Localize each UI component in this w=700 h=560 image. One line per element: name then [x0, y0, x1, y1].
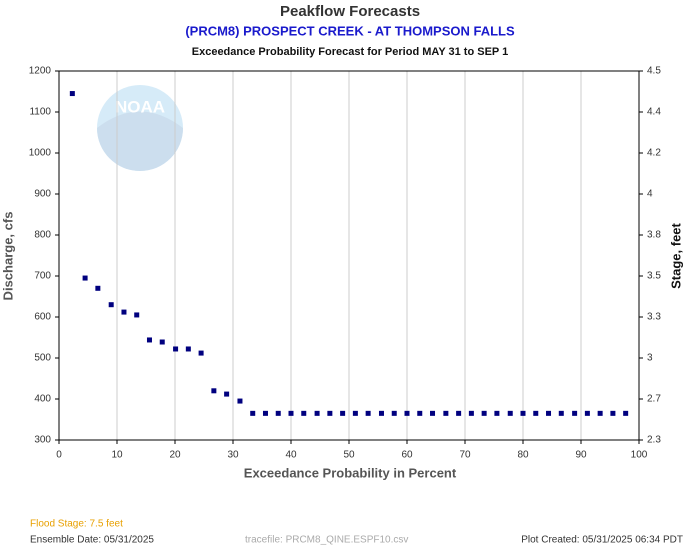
point [417, 410, 423, 416]
point [275, 410, 281, 416]
point [327, 410, 333, 416]
point [468, 410, 474, 416]
y-tick-label: 1200 [29, 66, 52, 77]
point [584, 410, 590, 416]
chart-subtitle: (PRCM8) PROSPECT CREEK - AT THOMPSON FAL… [185, 23, 515, 38]
y2-tick-label: 3.3 [647, 312, 661, 323]
x-tick-label: 10 [111, 450, 123, 461]
point [301, 410, 307, 416]
point [185, 346, 191, 352]
point [546, 410, 552, 416]
period-text: Exceedance Probability Forecast for Peri… [192, 46, 508, 58]
x-tick-label: 0 [56, 450, 62, 461]
y-tick-label: 400 [34, 394, 51, 405]
ensemble-date: Ensemble Date: 05/31/2025 [30, 535, 154, 546]
y2-tick-label: 3 [647, 353, 653, 364]
y-tick-label: 600 [34, 312, 51, 323]
point [365, 410, 371, 416]
point [456, 410, 462, 416]
y-tick-label: 500 [34, 353, 51, 364]
point [69, 91, 75, 97]
tracefile: tracefile: PRCM8_QINE.ESPF10.csv [245, 535, 408, 546]
point [597, 410, 603, 416]
y-tick-label: 800 [34, 230, 51, 241]
y-tick-label: 700 [34, 271, 51, 282]
x-tick-label: 40 [285, 450, 297, 461]
x-tick-label: 50 [343, 450, 355, 461]
y2-tick-label: 2.7 [647, 394, 661, 405]
point [198, 350, 204, 356]
point [288, 410, 294, 416]
logo-text: NOAA [115, 97, 165, 116]
point [378, 410, 384, 416]
x-tick-label: 30 [227, 450, 239, 461]
y-axis-label: Discharge, cfs [0, 212, 15, 301]
point [623, 410, 629, 416]
x-tick-label: 60 [401, 450, 413, 461]
y-tick-label: 900 [34, 189, 51, 200]
point [173, 346, 179, 352]
chart-title: Peakflow Forecasts [280, 3, 420, 20]
x-tick-label: 80 [517, 450, 529, 461]
point [314, 410, 320, 416]
y-tick-label: 1100 [29, 107, 51, 118]
y2-axis-label: Stage, feet [668, 222, 683, 288]
point [430, 410, 436, 416]
y2-tick-label: 3.5 [647, 271, 661, 282]
logo-circle [97, 85, 183, 171]
point [146, 337, 152, 343]
x-tick-label: 90 [575, 450, 587, 461]
point [211, 388, 217, 394]
point [159, 339, 165, 345]
point [340, 410, 346, 416]
plot-frame [58, 70, 640, 441]
plot-created: Plot Created: 05/31/2025 06:34 PDT [521, 535, 683, 546]
point [108, 302, 114, 308]
x-tick-label: 70 [459, 450, 471, 461]
point [237, 398, 243, 404]
point [352, 410, 358, 416]
point [404, 410, 410, 416]
point [494, 410, 500, 416]
point [95, 285, 101, 291]
logo-wave [97, 111, 183, 171]
point [134, 312, 140, 318]
point [481, 410, 487, 416]
y2-tick-label: 4 [647, 189, 653, 200]
x-tick-label: 20 [169, 450, 181, 461]
y-tick-label: 1000 [29, 148, 52, 159]
point [610, 410, 616, 416]
x-axis-label: Exceedance Probability in Percent [244, 465, 457, 480]
point [224, 391, 230, 397]
noaa-logo: NOAA [97, 85, 183, 171]
y2-tick-label: 3.8 [647, 230, 661, 241]
point [572, 410, 578, 416]
y2-tick-label: 2.3 [647, 435, 661, 446]
point [250, 410, 256, 416]
point [262, 410, 268, 416]
flood-stage: Flood Stage: 7.5 feet [30, 519, 123, 530]
point [558, 410, 564, 416]
x-tick-label: 100 [631, 450, 648, 461]
y2-tick-label: 4.2 [647, 148, 661, 159]
point [533, 410, 539, 416]
point [391, 410, 397, 416]
point [121, 309, 127, 315]
point [520, 410, 526, 416]
y-tick-label: 300 [34, 435, 51, 446]
y2-tick-label: 4.4 [647, 107, 661, 118]
y2-tick-label: 4.5 [647, 66, 661, 77]
point [507, 410, 513, 416]
point [443, 410, 449, 416]
point [82, 275, 88, 281]
